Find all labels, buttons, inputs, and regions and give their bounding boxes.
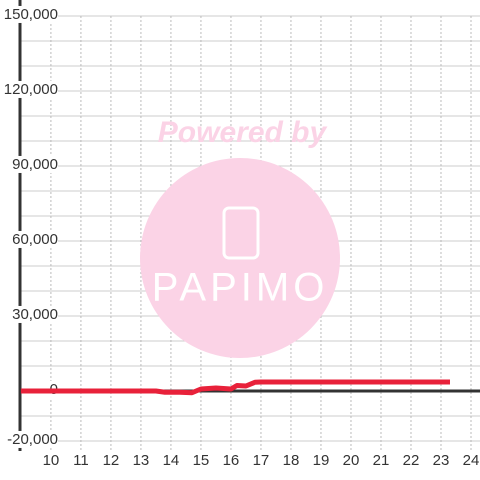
y-tick-label: 30,000 <box>12 306 58 323</box>
series-line <box>20 379 450 396</box>
x-tick-label: 22 <box>403 452 420 469</box>
label-bg <box>12 230 58 248</box>
x-tick-label: 12 <box>103 452 120 469</box>
x-tick-label: 18 <box>283 452 300 469</box>
y-tick-label: 90,000 <box>12 156 58 173</box>
watermark: Powered by PAPIMO <box>140 116 340 358</box>
x-tick-label: 13 <box>133 452 150 469</box>
x-tick-label: 14 <box>163 452 180 469</box>
y-tick-label: 120,000 <box>4 81 58 98</box>
x-tick-label: 16 <box>223 452 240 469</box>
x-tick-label: 15 <box>193 452 210 469</box>
watermark-text: Powered by <box>158 116 328 149</box>
label-bg <box>3 80 58 98</box>
label-bg <box>12 155 58 173</box>
x-tick-label: 24 <box>463 452 480 469</box>
y-tick-label: 150,000 <box>4 6 58 23</box>
y-tick-label: 60,000 <box>12 231 58 248</box>
label-bg <box>12 305 58 323</box>
x-tick-label: 20 <box>343 452 360 469</box>
label-bg <box>7 430 58 448</box>
x-tick-label: 17 <box>253 452 270 469</box>
x-tick-label: 21 <box>373 452 390 469</box>
x-tick-label: 11 <box>73 452 89 469</box>
y-tick-label: -20,000 <box>7 431 58 448</box>
x-tick-label: 10 <box>43 452 60 469</box>
x-tick-label: 19 <box>313 452 330 469</box>
watermark-logo: PAPIMO <box>152 266 329 310</box>
watermark-icon <box>222 206 260 260</box>
x-tick-label: 23 <box>433 452 450 469</box>
label-bg <box>3 5 58 23</box>
